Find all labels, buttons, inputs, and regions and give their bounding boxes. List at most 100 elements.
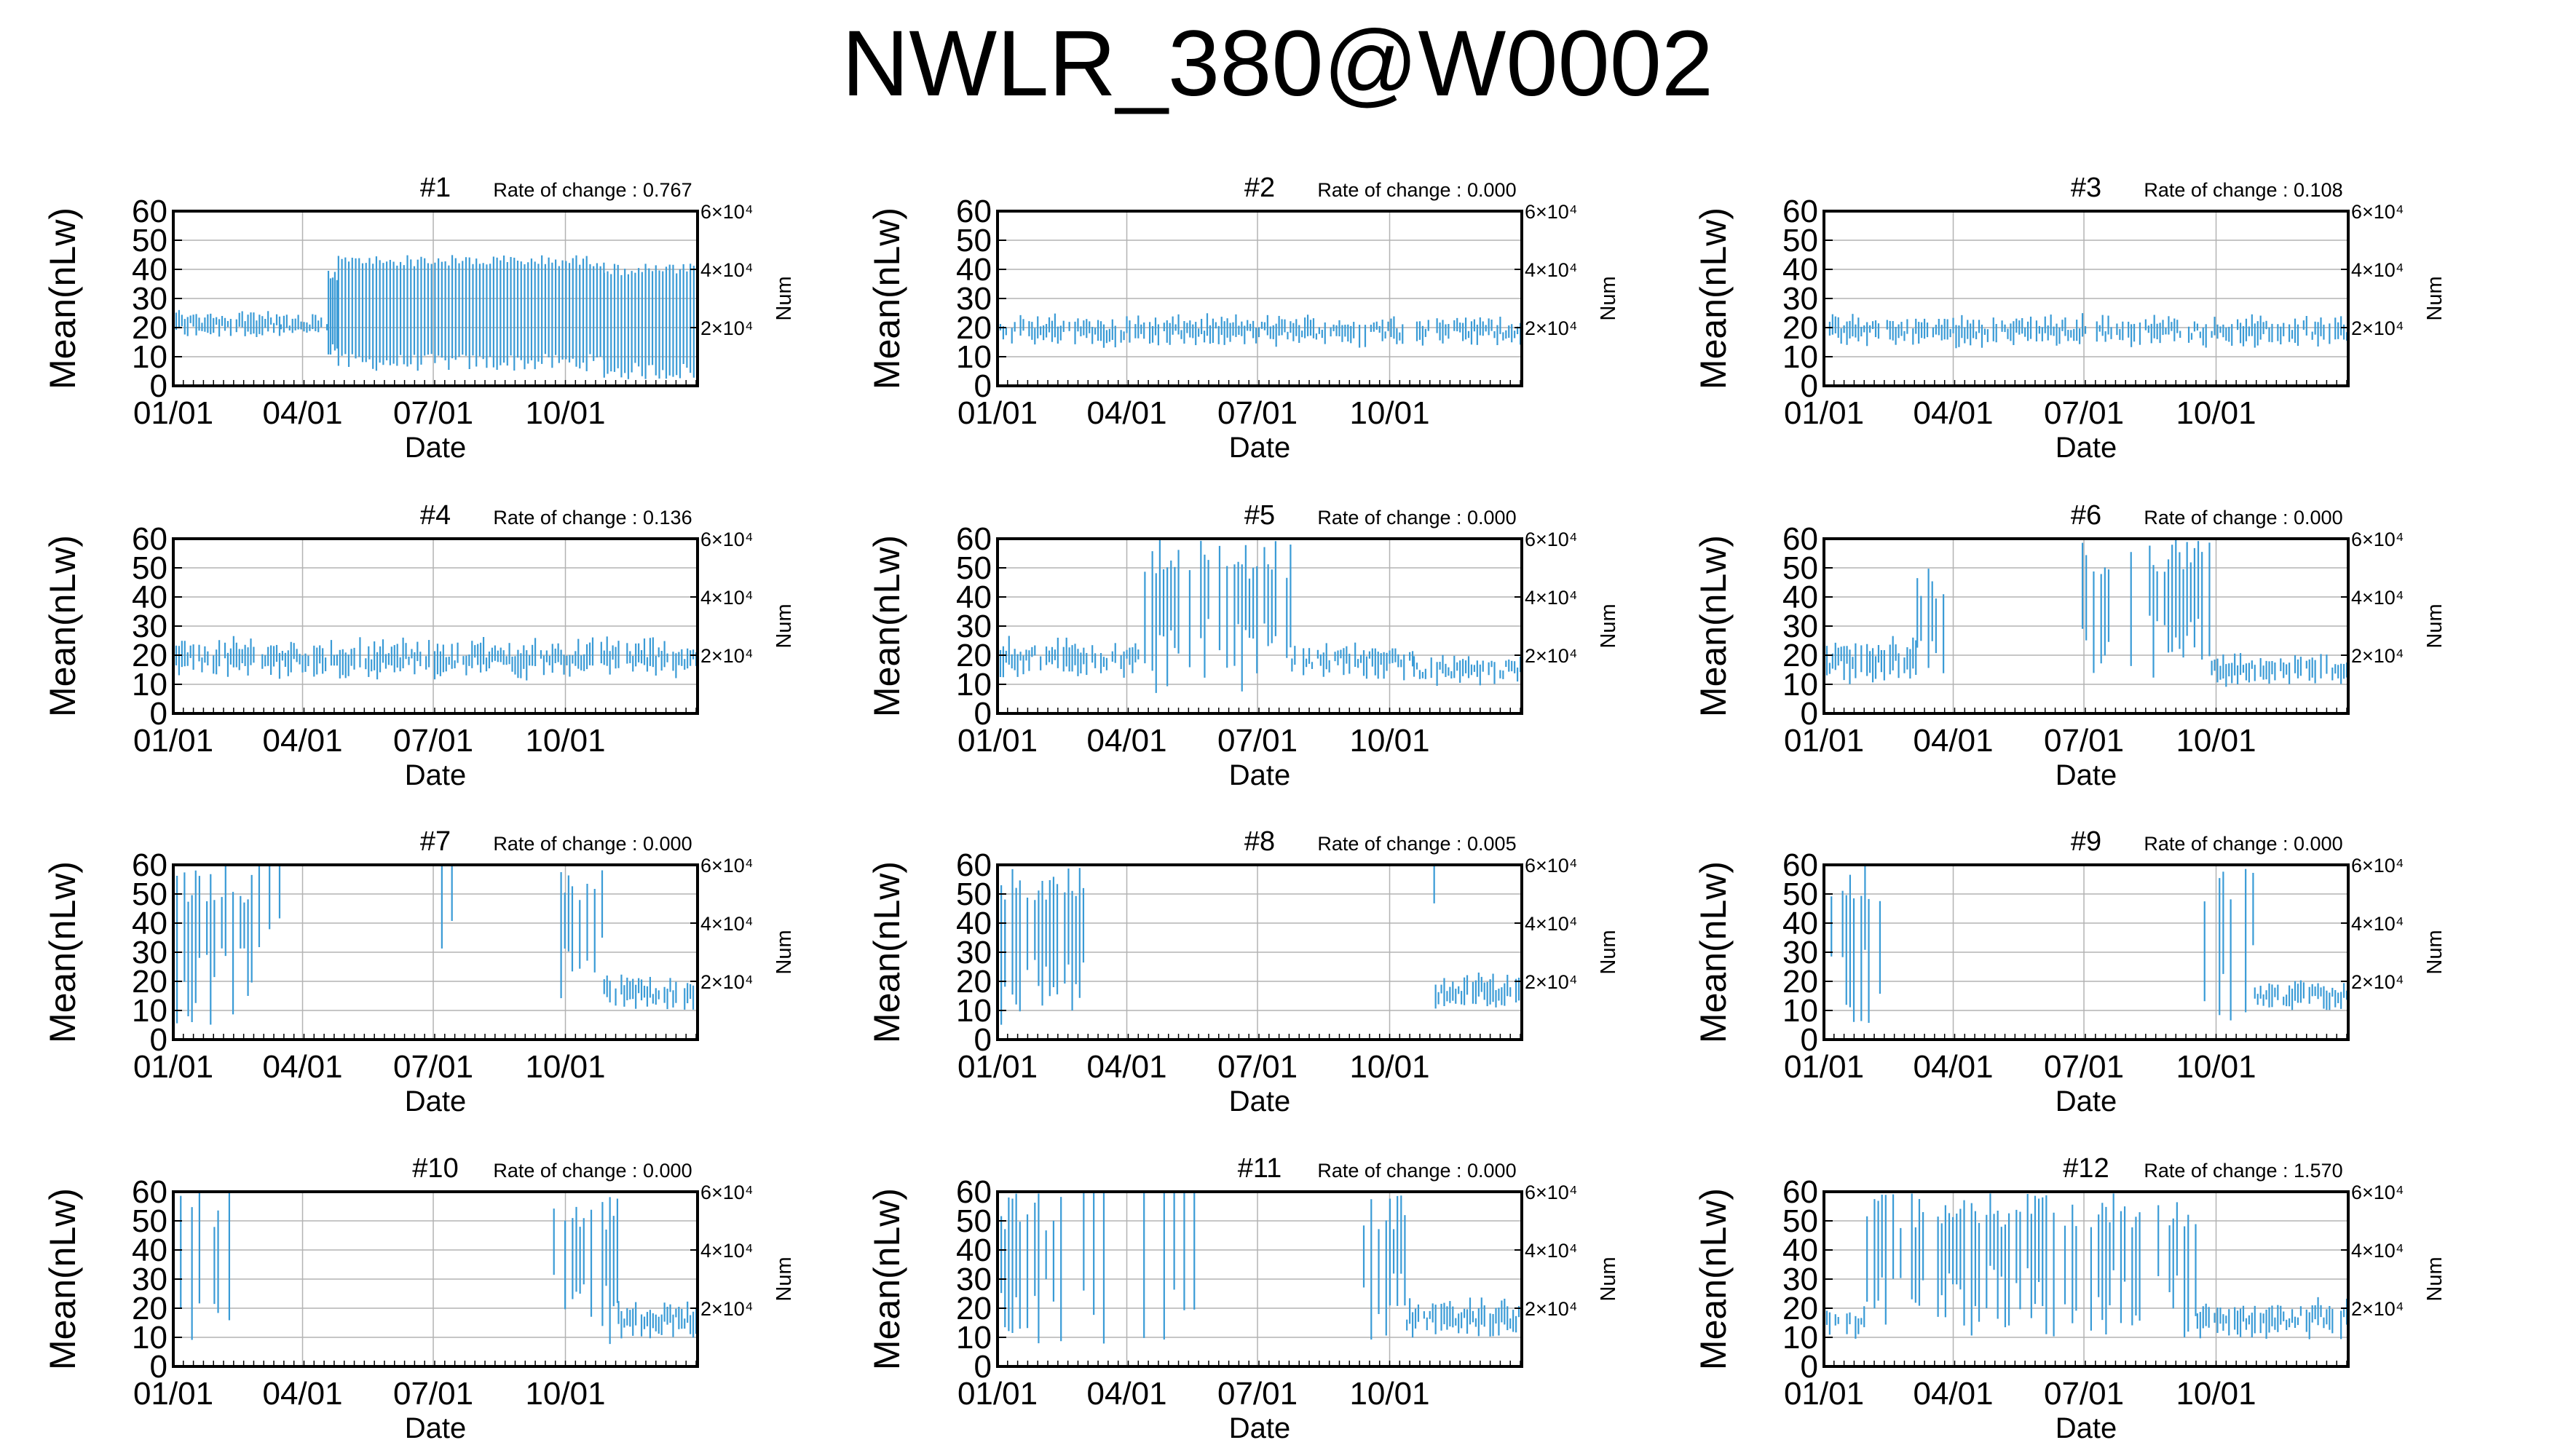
y-tick-label: 40: [132, 1233, 167, 1268]
y-tick-label: 20: [132, 964, 167, 1000]
y2-axis-label: Num: [1597, 930, 1620, 974]
x-tick-label: 01/01: [957, 723, 1038, 759]
y2-tick-label: 6×10⁴: [700, 529, 753, 550]
y-tick-label: 30: [956, 1262, 992, 1297]
x-tick-label: 01/01: [957, 395, 1038, 431]
y-tick-label: 0: [1801, 1349, 1818, 1385]
x-tick-label: 10/01: [1349, 1049, 1429, 1085]
y2-tick-label: 4×10⁴: [1525, 1240, 1577, 1262]
y-tick-label: 20: [956, 1291, 992, 1326]
y-tick-label: 10: [956, 993, 992, 1029]
y-tick-label: 10: [956, 667, 992, 703]
y-tick-label: 50: [1782, 877, 1818, 912]
rate-of-change: Rate of change : 0.000: [1317, 1160, 1516, 1182]
y-tick-label: 0: [1801, 1022, 1818, 1058]
x-tick-label: 04/01: [262, 1049, 342, 1085]
y2-tick-label: 6×10⁴: [2351, 1182, 2404, 1203]
x-tick-label: 10/01: [1349, 1376, 1429, 1412]
y-tick-label: 20: [956, 964, 992, 1000]
x-axis-label: Date: [1229, 432, 1291, 464]
y2-tick-label: 2×10⁴: [2351, 971, 2404, 993]
x-tick-label: 04/01: [262, 395, 342, 431]
y-tick-label: 30: [956, 281, 992, 317]
rate-of-change: Rate of change : 0.767: [493, 179, 692, 201]
y2-tick-label: 6×10⁴: [700, 855, 753, 877]
y-axis-label: Mean(nLw): [1693, 535, 1734, 717]
y-tick-label: 10: [132, 339, 167, 375]
y-tick-label: 30: [1782, 609, 1818, 644]
y2-axis-label: Num: [2423, 930, 2447, 974]
y2-tick-label: 6×10⁴: [1525, 201, 1577, 223]
y2-tick-label: 2×10⁴: [700, 971, 753, 993]
y-tick-label: 0: [150, 368, 167, 404]
y-tick-label: 20: [1782, 638, 1818, 673]
y2-tick-label: 6×10⁴: [1525, 855, 1577, 877]
y-tick-label: 10: [1782, 339, 1818, 375]
page-title: NWLR_380@W0002: [841, 12, 1714, 116]
y-tick-label: 30: [1782, 935, 1818, 970]
y-tick-label: 10: [1782, 667, 1818, 703]
y-tick-label: 0: [150, 1022, 167, 1058]
y2-tick-label: 2×10⁴: [700, 317, 753, 339]
y-tick-label: 50: [1782, 1203, 1818, 1239]
y2-tick-label: 6×10⁴: [2351, 201, 2404, 223]
y-tick-label: 50: [1782, 223, 1818, 258]
y-tick-label: 10: [132, 993, 167, 1029]
x-tick-label: 07/01: [2044, 723, 2124, 759]
x-tick-label: 07/01: [1217, 1376, 1298, 1412]
y-tick-label: 50: [132, 877, 167, 912]
y-tick-label: 40: [956, 579, 992, 615]
y2-axis-label: Num: [773, 276, 796, 320]
x-axis-label: Date: [1229, 1085, 1291, 1117]
x-axis-label: Date: [2056, 759, 2117, 791]
x-axis-label: Date: [405, 1085, 467, 1117]
y2-tick-label: 4×10⁴: [2351, 913, 2404, 935]
y2-axis-label: Num: [2423, 1257, 2447, 1301]
x-tick-label: 10/01: [2176, 1049, 2256, 1085]
rate-of-change: Rate of change : 0.136: [493, 507, 692, 529]
y-tick-label: 30: [956, 609, 992, 644]
y-tick-label: 60: [132, 1174, 167, 1210]
y-tick-label: 30: [1782, 1262, 1818, 1297]
x-axis-label: Date: [405, 432, 467, 464]
panel-title: #7: [420, 826, 451, 857]
y-tick-label: 30: [132, 609, 167, 644]
x-tick-label: 04/01: [1086, 1376, 1166, 1412]
y-tick-label: 0: [150, 1349, 167, 1385]
y-tick-label: 30: [132, 1262, 167, 1297]
x-tick-label: 01/01: [1784, 395, 1864, 431]
x-tick-label: 04/01: [1913, 1049, 1993, 1085]
y-tick-label: 20: [956, 310, 992, 346]
y-tick-label: 50: [132, 223, 167, 258]
x-axis-label: Date: [2056, 432, 2117, 464]
y-tick-label: 50: [132, 1203, 167, 1239]
y-tick-label: 20: [132, 1291, 167, 1326]
y2-tick-label: 6×10⁴: [700, 1182, 753, 1203]
x-tick-label: 07/01: [2044, 395, 2124, 431]
rate-of-change: Rate of change : 0.000: [1317, 179, 1516, 201]
x-tick-label: 01/01: [1784, 1049, 1864, 1085]
y-tick-label: 60: [956, 194, 992, 229]
y-axis-label: Mean(nLw): [42, 535, 83, 717]
panel-title: #10: [412, 1153, 458, 1184]
y-tick-label: 0: [974, 1349, 992, 1385]
y-tick-label: 60: [132, 521, 167, 557]
x-tick-label: 10/01: [2176, 723, 2256, 759]
y2-tick-label: 4×10⁴: [700, 259, 753, 281]
y2-tick-label: 4×10⁴: [2351, 259, 2404, 281]
x-tick-label: 01/01: [133, 395, 213, 431]
y-tick-label: 20: [956, 638, 992, 673]
y-tick-label: 40: [1782, 252, 1818, 288]
y2-tick-label: 2×10⁴: [2351, 1298, 2404, 1320]
y2-tick-label: 6×10⁴: [1525, 529, 1577, 550]
x-tick-label: 10/01: [525, 395, 605, 431]
x-tick-label: 10/01: [525, 1049, 605, 1085]
y-axis-label: Mean(nLw): [42, 207, 83, 389]
y-tick-label: 40: [1782, 579, 1818, 615]
x-tick-label: 10/01: [1349, 395, 1429, 431]
panel-title: #11: [1238, 1153, 1282, 1184]
y-axis-label: Mean(nLw): [1693, 861, 1734, 1043]
rate-of-change: Rate of change : 0.000: [2144, 507, 2342, 529]
y-axis-label: Mean(nLw): [1693, 207, 1734, 389]
y-tick-label: 0: [1801, 696, 1818, 732]
